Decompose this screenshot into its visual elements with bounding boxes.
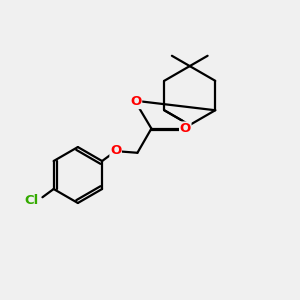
Text: O: O [130, 95, 142, 109]
Text: Cl: Cl [25, 194, 39, 207]
Text: O: O [110, 144, 121, 157]
Text: O: O [180, 122, 191, 135]
